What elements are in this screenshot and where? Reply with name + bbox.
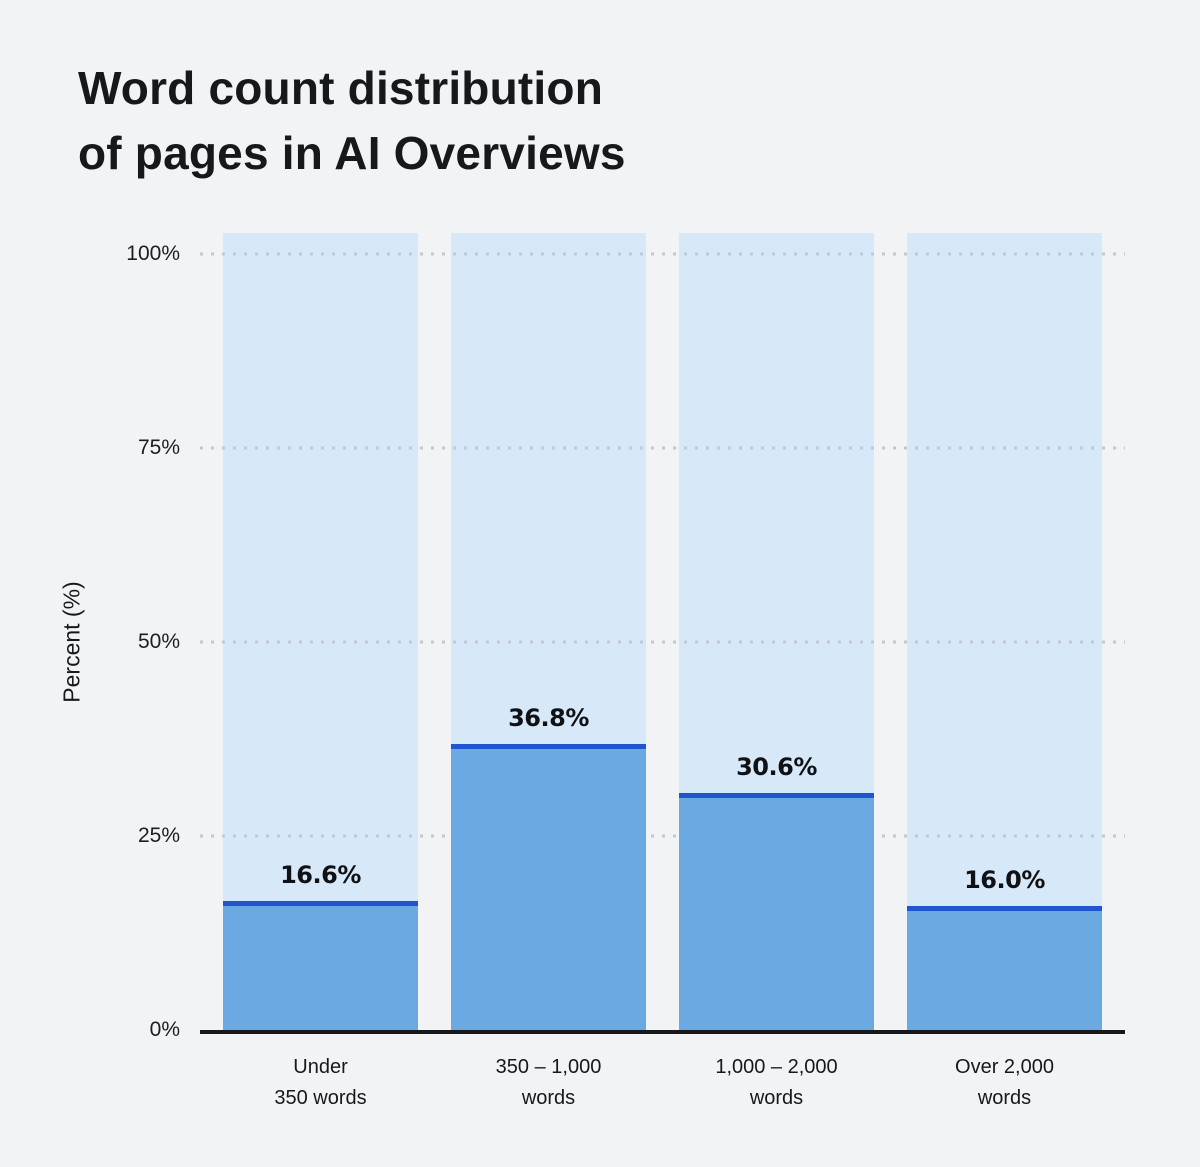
- x-tick-label-3: Over 2,000 words: [955, 1056, 1054, 1109]
- y-tick-label-25: 25%: [137, 824, 180, 847]
- bar-value-label: 16.0%: [964, 865, 1045, 894]
- y-axis-title: Percent (%): [58, 581, 85, 703]
- plot-area: Percent (%) 0% 25% 50% 75% 100% 16.6% 36.8% 30…: [59, 233, 1125, 1109]
- gridline-25: [200, 834, 1125, 838]
- x-tick-label-2: 1,000 – 2,000 words: [715, 1056, 838, 1109]
- chart-title: Word count distribution of pages in AI O…: [78, 56, 626, 186]
- y-tick-label-0: 0%: [149, 1018, 180, 1041]
- bar-group-3: 16.0%: [907, 233, 1102, 1030]
- gridline-75: [200, 446, 1125, 450]
- bar-background: [223, 233, 418, 1030]
- chart-title-line-2: of pages in AI Overviews: [78, 127, 626, 179]
- bar-fill: [223, 901, 418, 1030]
- y-tick-label-100: 100%: [126, 242, 180, 265]
- bar-fill: [679, 792, 874, 1030]
- bar-fill: [451, 744, 646, 1030]
- bar-value-label: 16.6%: [280, 861, 361, 890]
- gridline-50: [200, 640, 1125, 644]
- x-tick-label-0: Under 350 words: [274, 1056, 367, 1109]
- bar-group-1: 36.8%: [451, 233, 646, 1030]
- bars-container: 16.6% 36.8% 30.6% 16.0%: [200, 233, 1125, 1030]
- y-tick-label-75: 75%: [137, 436, 180, 459]
- bar-value-label: 36.8%: [508, 704, 589, 733]
- chart-title-line-1: Word count distribution: [78, 62, 603, 114]
- y-tick-label-50: 50%: [137, 630, 180, 653]
- bar-background: [907, 233, 1102, 1030]
- x-tick-label-1: 350 – 1,000 words: [495, 1056, 602, 1109]
- bar-group-0: 16.6%: [223, 233, 418, 1030]
- bar-group-2: 30.6%: [679, 233, 874, 1030]
- x-labels-container: Under 350 words 350 – 1,000 words 1,000 – 2,…: [200, 1052, 1125, 1114]
- bar-value-label: 30.6%: [736, 752, 817, 781]
- bar-fill: [907, 905, 1102, 1030]
- gridline-100: [200, 252, 1125, 256]
